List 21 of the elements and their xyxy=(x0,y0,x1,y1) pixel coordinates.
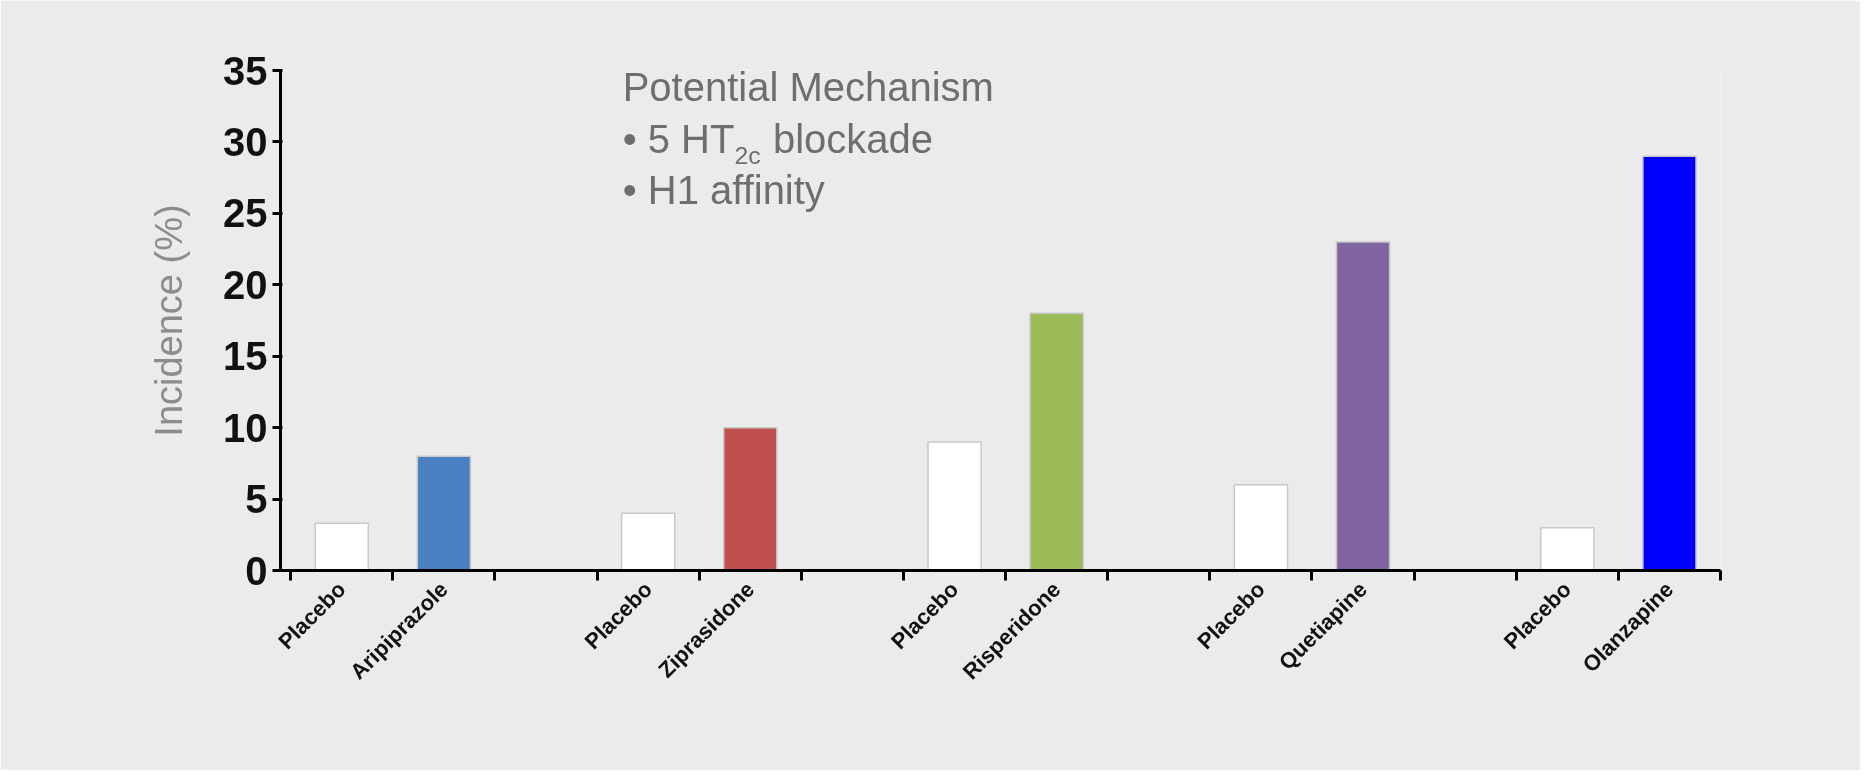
y-tick-label: 0 xyxy=(245,548,268,593)
bar xyxy=(1029,312,1084,571)
y-tick-label: 5 xyxy=(245,477,268,522)
bar xyxy=(1540,526,1595,571)
y-tick-label: 10 xyxy=(223,405,268,450)
bar xyxy=(620,512,676,571)
y-tick-label: 30 xyxy=(223,119,268,164)
y-tick-label: 25 xyxy=(223,191,268,236)
bar xyxy=(314,522,370,571)
y-tick-label: 15 xyxy=(223,334,268,379)
bar xyxy=(1642,155,1697,571)
bar xyxy=(416,455,472,571)
bar xyxy=(722,426,778,571)
y-axis-title: Incidence (%) xyxy=(148,204,191,437)
bar xyxy=(1233,484,1289,571)
bar xyxy=(1335,241,1391,571)
annotation: Potential Mechanism xyxy=(622,65,994,110)
y-tick-label: 35 xyxy=(223,48,268,93)
annotation: • H1 affinity xyxy=(622,167,825,212)
bar xyxy=(927,441,982,571)
y-tick-label: 20 xyxy=(223,262,268,307)
